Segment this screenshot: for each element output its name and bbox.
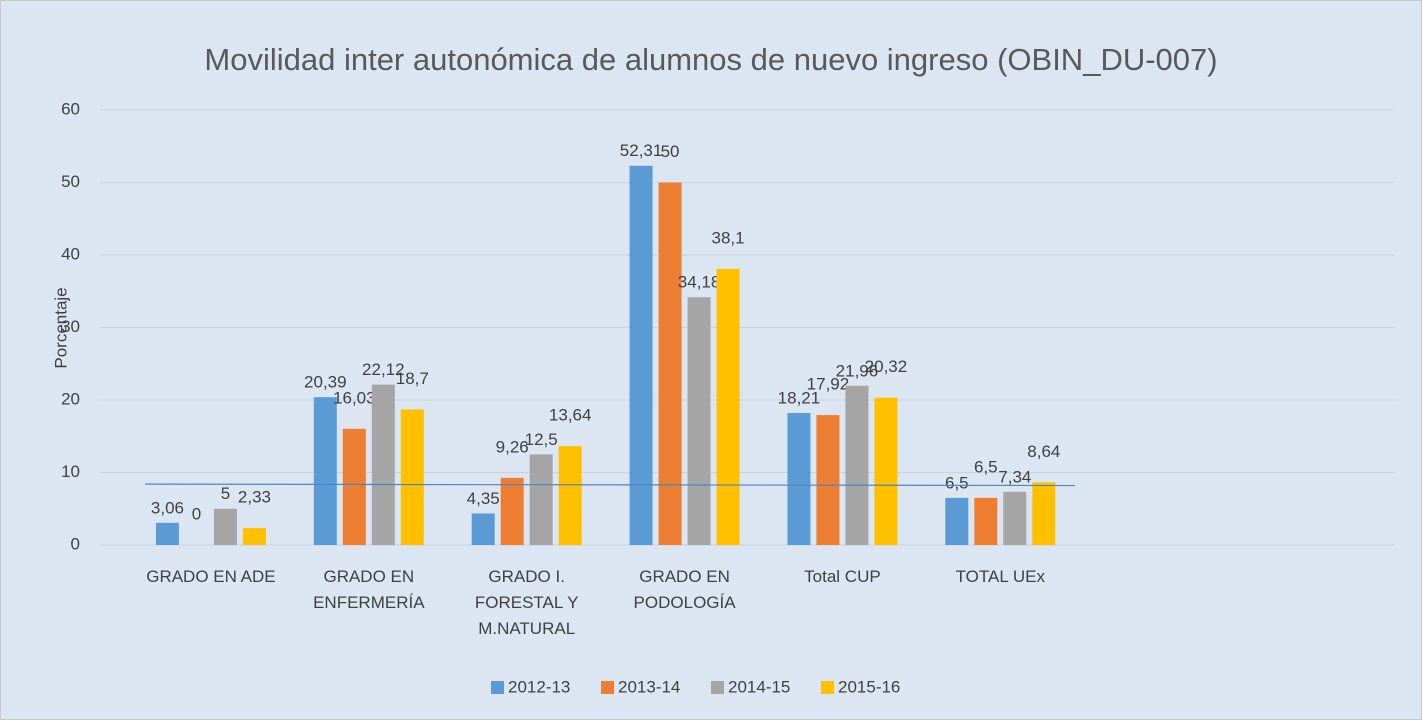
bar bbox=[974, 497, 998, 545]
bar bbox=[716, 268, 740, 545]
data-label: 18,7 bbox=[396, 369, 429, 388]
bar bbox=[500, 477, 524, 545]
data-label: 3,06 bbox=[151, 498, 184, 517]
data-label: 34,18 bbox=[678, 273, 721, 292]
bar bbox=[874, 397, 898, 545]
y-tick-label: 50 bbox=[61, 172, 80, 191]
data-label: 52,31 bbox=[620, 141, 663, 160]
data-label: 38,1 bbox=[712, 228, 745, 247]
bar bbox=[342, 428, 366, 545]
data-label: 0 bbox=[192, 504, 201, 523]
legend-swatch bbox=[821, 681, 834, 694]
data-label: 13,64 bbox=[549, 406, 592, 425]
y-tick-label: 10 bbox=[61, 462, 80, 481]
bar bbox=[787, 412, 811, 545]
chart-title: Movilidad inter autonómica de alumnos de… bbox=[204, 42, 1217, 77]
bar bbox=[213, 508, 237, 545]
data-label: 16,03 bbox=[333, 388, 376, 407]
bar bbox=[1032, 482, 1056, 545]
data-label: 20,39 bbox=[304, 373, 347, 392]
bar bbox=[845, 385, 869, 545]
bar bbox=[242, 528, 266, 545]
bar bbox=[155, 522, 179, 545]
x-tick-label: GRADO EN ADE bbox=[146, 567, 275, 586]
data-label: 6,5 bbox=[945, 473, 969, 492]
data-label: 5 bbox=[221, 484, 230, 503]
legend-swatch bbox=[601, 681, 614, 694]
bar bbox=[687, 297, 711, 545]
data-label: 21,96 bbox=[836, 361, 879, 380]
y-tick-label: 60 bbox=[61, 99, 80, 118]
x-tick-label: GRADO EN ENFERMERÍA bbox=[313, 567, 425, 612]
data-label: 12,5 bbox=[525, 430, 558, 449]
y-tick-label: 0 bbox=[71, 534, 80, 553]
x-tick-label: TOTAL UEx bbox=[956, 567, 1046, 586]
data-label: 4,35 bbox=[467, 489, 500, 508]
bar bbox=[471, 513, 495, 545]
legend-label: 2014-15 bbox=[728, 677, 790, 696]
y-tick-label: 40 bbox=[61, 244, 80, 263]
bar bbox=[658, 182, 682, 545]
data-label: 2,33 bbox=[238, 488, 271, 507]
reference-line bbox=[144, 483, 1076, 487]
bar bbox=[313, 397, 337, 545]
y-tick-label: 30 bbox=[61, 317, 80, 336]
bar bbox=[400, 409, 424, 545]
data-label: 20,32 bbox=[865, 357, 908, 376]
bar bbox=[816, 415, 840, 545]
y-axis-label: Porcentaje bbox=[51, 287, 70, 368]
data-label: 50 bbox=[661, 142, 680, 161]
data-label: 17,92 bbox=[807, 375, 850, 394]
data-label: 22,12 bbox=[362, 360, 405, 379]
legend-label: 2012-13 bbox=[508, 677, 570, 696]
bar bbox=[529, 454, 553, 545]
bar bbox=[558, 446, 582, 545]
legend-swatch bbox=[491, 681, 504, 694]
x-tick-label: GRADO I. FORESTAL Y M.NATURAL bbox=[475, 567, 579, 638]
x-tick-label: Total CUP bbox=[804, 567, 881, 586]
bar bbox=[371, 384, 395, 545]
legend-swatch bbox=[711, 681, 724, 694]
data-label: 8,64 bbox=[1027, 442, 1060, 461]
data-label: 6,5 bbox=[974, 457, 998, 476]
bar bbox=[629, 165, 653, 545]
bar bbox=[1003, 491, 1027, 545]
data-label: 9,26 bbox=[496, 437, 529, 456]
y-tick-label: 20 bbox=[61, 389, 80, 408]
legend-label: 2015-16 bbox=[838, 677, 900, 696]
bar bbox=[945, 497, 969, 545]
x-tick-label: GRADO EN PODOLOGÍA bbox=[634, 567, 737, 612]
legend-label: 2013-14 bbox=[618, 677, 680, 696]
data-label: 18,21 bbox=[778, 388, 821, 407]
data-label: 7,34 bbox=[998, 467, 1031, 486]
